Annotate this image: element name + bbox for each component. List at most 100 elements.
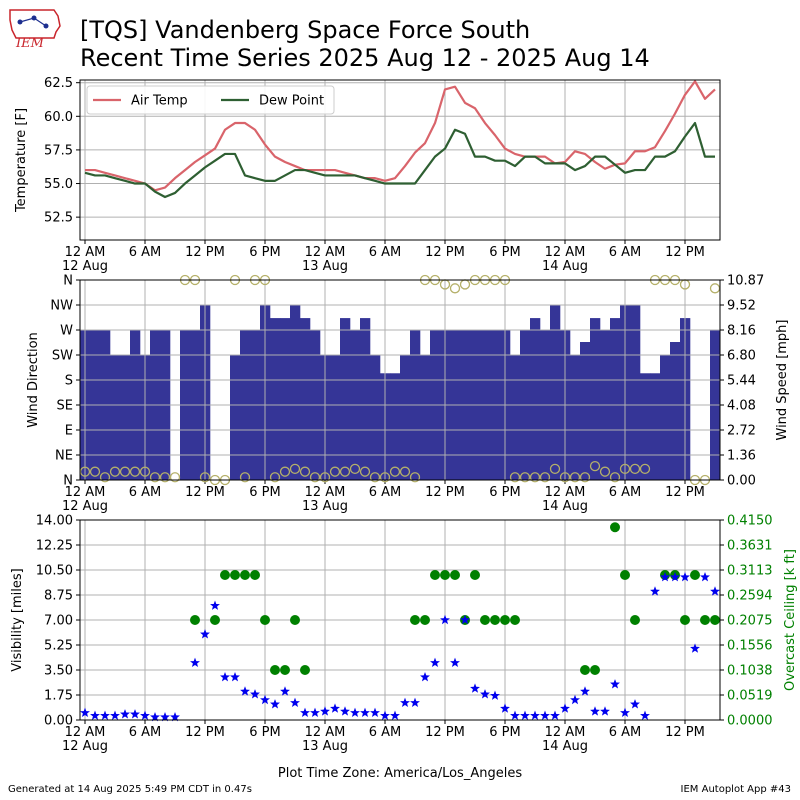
visibility-point — [300, 707, 310, 718]
wind-speed-bar — [580, 342, 591, 480]
wind-speed-bar — [230, 354, 241, 480]
svg-text:IEM: IEM — [15, 36, 45, 50]
ceiling-point — [430, 569, 440, 580]
visibility-point — [240, 686, 250, 696]
visibility-point — [280, 686, 290, 696]
x-date-label: 14 Aug — [542, 739, 588, 754]
wind-direction-axis-label: Wind Direction — [26, 332, 41, 428]
wind-speed-bar — [530, 318, 541, 480]
visibility-tick-label: 14.00 — [36, 514, 73, 529]
visibility-point — [370, 707, 380, 718]
x-date-label: 14 Aug — [542, 499, 588, 514]
ceiling-axis-label: Overcast Ceiling [k ft] — [783, 549, 798, 691]
visibility-point — [540, 710, 550, 720]
speed-tick-label: 1.36 — [727, 449, 756, 464]
ceiling-point — [290, 615, 300, 625]
x-tick-label: 6 AM — [609, 245, 642, 260]
ceiling-point — [620, 569, 630, 580]
wind-direction-point — [529, 472, 541, 483]
ceiling-point — [590, 664, 600, 675]
x-tick-label: 6 PM — [489, 725, 520, 740]
legend-air-temp-label: Air Temp — [131, 94, 188, 109]
x-tick-label: 12 PM — [665, 485, 705, 500]
visibility-point — [120, 709, 130, 719]
wind-speed-bar — [280, 318, 291, 480]
x-tick-label: 12 PM — [425, 485, 465, 500]
visibility-point — [600, 706, 610, 716]
wind-direction-point — [519, 472, 531, 483]
wind-direction-point — [549, 463, 561, 475]
visibility-point — [450, 657, 460, 668]
ceiling-point — [230, 569, 240, 580]
visibility-point — [190, 657, 200, 668]
visibility-point — [390, 710, 400, 720]
speed-tick-label: 2.72 — [727, 424, 756, 439]
visibility-tick-label: 1.75 — [44, 689, 73, 704]
visibility-point — [660, 571, 670, 582]
visibility-tick-label: 7.00 — [44, 614, 73, 629]
visibility-point — [160, 711, 170, 722]
visibility-point — [260, 694, 270, 705]
wind-direction-point — [139, 466, 151, 477]
wind-speed-bar — [670, 342, 681, 480]
visibility-tick-label: 5.25 — [44, 639, 73, 654]
ceiling-point — [190, 615, 200, 625]
ceiling-point — [420, 615, 430, 625]
visibility-tick-label: 12.25 — [36, 539, 73, 554]
x-tick-label: 12 PM — [425, 245, 465, 260]
wind-speed-bar — [570, 354, 581, 480]
ceiling-point — [300, 664, 310, 675]
visibility-point — [250, 689, 260, 699]
visibility-point — [430, 657, 440, 668]
wind-direction-point — [639, 463, 651, 475]
visibility-point — [680, 571, 690, 582]
visibility-point — [210, 600, 220, 610]
wind-speed-bar — [110, 354, 121, 480]
x-date-label: 13 Aug — [302, 499, 348, 514]
ceiling-point — [280, 664, 290, 675]
x-tick-label: 6 PM — [489, 245, 520, 260]
visibility-point — [110, 710, 120, 720]
wind-direction-point — [569, 472, 581, 483]
wind-direction-point — [329, 466, 341, 477]
x-date-label: 13 Aug — [302, 259, 348, 274]
legend-dew-point-label: Dew Point — [259, 94, 324, 109]
ceiling-tick-label: 0.4150 — [727, 514, 773, 529]
x-tick-label: 12 AM — [545, 725, 586, 740]
visibility-point — [420, 671, 430, 682]
x-tick-label: 6 AM — [129, 245, 162, 260]
wind-direction-point — [609, 472, 621, 483]
wind-speed-bar — [290, 304, 301, 480]
wind-direction-point — [389, 466, 401, 477]
wind-direction-point — [169, 472, 181, 483]
x-tick-label: 6 AM — [609, 485, 642, 500]
iem-logo: IEM — [6, 6, 62, 51]
visibility-point — [670, 571, 680, 582]
direction-tick-label: SE — [57, 399, 73, 414]
ceiling-point — [510, 615, 520, 625]
wind-direction-point — [99, 472, 111, 483]
y-tick-label: 52.5 — [44, 211, 73, 226]
visibility-point — [230, 671, 240, 682]
generated-footer: Generated at 14 Aug 2025 5:49 PM CDT in … — [8, 784, 252, 795]
ceiling-point — [580, 664, 590, 675]
visibility-point — [330, 703, 340, 713]
x-tick-label: 6 AM — [129, 725, 162, 740]
x-tick-label: 12 PM — [665, 245, 705, 260]
visibility-point — [380, 710, 390, 720]
visibility-point — [710, 586, 720, 596]
x-tick-label: 12 AM — [65, 485, 106, 500]
speed-tick-label: 4.08 — [727, 399, 756, 414]
x-tick-label: 6 AM — [129, 485, 162, 500]
direction-tick-label: NE — [55, 449, 73, 464]
y-tick-label: 55.0 — [44, 177, 73, 192]
x-date-label: 14 Aug — [542, 259, 588, 274]
wind-speed-bar — [390, 373, 401, 480]
visibility-point — [530, 710, 540, 720]
visibility-axis-label: Visibility [miles] — [10, 568, 25, 671]
wind-speed-bar — [650, 373, 661, 480]
wind-speed-bar — [370, 354, 381, 480]
visibility-point — [350, 707, 360, 718]
ceiling-tick-label: 0.2594 — [727, 589, 773, 604]
